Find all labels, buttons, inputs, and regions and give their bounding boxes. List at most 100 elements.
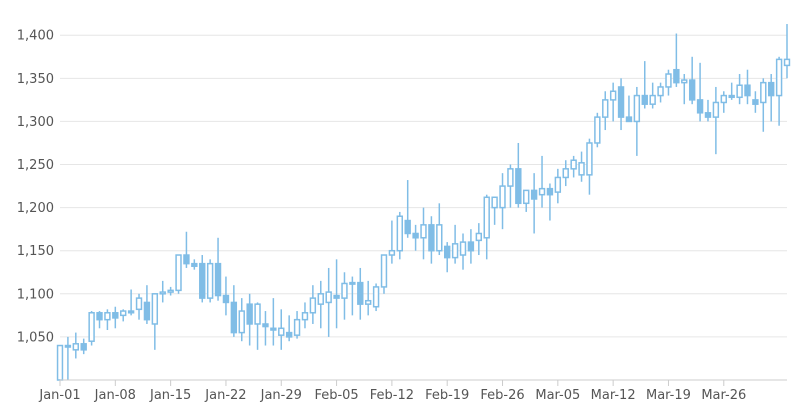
x-tick-label: Jan-29 [260, 388, 302, 403]
candle-body [728, 94, 735, 99]
candle-body [357, 281, 364, 305]
y-tick-label: 1,150 [17, 244, 54, 259]
candle [554, 168, 562, 204]
candle-body [586, 142, 593, 176]
candle [127, 289, 135, 316]
candle-body [412, 232, 419, 239]
candle [499, 173, 506, 230]
candle [309, 285, 317, 324]
candle-body [364, 299, 372, 305]
candle-body [183, 254, 190, 265]
candle-body [388, 249, 396, 256]
candle-body [175, 254, 182, 292]
candle-body [767, 81, 775, 97]
candle-body [720, 94, 727, 104]
candle [285, 315, 293, 342]
candle [696, 62, 704, 122]
candle [262, 311, 269, 346]
candle [341, 272, 348, 320]
candle-body [483, 196, 490, 239]
candle-body [649, 94, 656, 105]
candle-body [736, 84, 743, 99]
candle-body [278, 327, 285, 336]
x-tick-label: Mar-05 [535, 388, 580, 403]
candle-body [499, 185, 506, 209]
candle [633, 86, 641, 156]
candle-body [293, 318, 301, 336]
candle [760, 78, 767, 132]
candle-body [688, 79, 696, 101]
candle [372, 283, 380, 312]
candle-body [744, 84, 751, 97]
candle [641, 61, 648, 109]
candle-body [372, 286, 380, 308]
candle-body [380, 254, 388, 288]
candle [112, 306, 119, 329]
candle [317, 280, 324, 329]
candle-body [309, 297, 317, 314]
candles [56, 24, 791, 381]
candle-body [633, 94, 641, 123]
candle [515, 142, 522, 208]
x-tick-label: Mar-19 [646, 388, 691, 403]
candle-body [673, 68, 680, 84]
candle-body [254, 303, 261, 325]
candle-body [459, 241, 467, 256]
candle-body [120, 310, 127, 317]
candle-body [507, 168, 514, 187]
y-tick-label: 1,200 [17, 201, 54, 216]
candle-body [546, 187, 554, 196]
candle-body [341, 282, 348, 299]
candle [222, 276, 230, 316]
candle-body [760, 81, 767, 104]
x-axis: Jan-01 Jan-08 Jan-15 Jan-22 Jan-29 Feb-05 Feb-… [38, 379, 787, 403]
candle-body [420, 224, 427, 239]
candle [159, 280, 166, 303]
candle [364, 280, 372, 316]
y-tick-label: 1,350 [17, 72, 54, 87]
candle [380, 254, 388, 294]
candle-body [491, 196, 498, 209]
candle [538, 155, 546, 208]
candle-body [191, 262, 198, 267]
candle [333, 259, 340, 329]
candle [475, 223, 483, 256]
candle-body [206, 262, 214, 299]
candle [586, 138, 593, 195]
candle-body [602, 99, 609, 118]
candle-body [96, 312, 103, 321]
candle [143, 285, 151, 324]
candle-body [214, 262, 222, 297]
candle-body [64, 344, 72, 348]
candle-body [333, 294, 340, 299]
candle [467, 229, 475, 264]
candle [349, 276, 356, 316]
candle [712, 86, 720, 155]
candle [64, 336, 72, 380]
candle-body [199, 262, 206, 299]
y-tick-label: 1,300 [17, 115, 54, 130]
candle-body [538, 187, 546, 196]
candle [104, 309, 111, 331]
candle [80, 338, 87, 355]
candle-body [444, 245, 451, 259]
candle [214, 237, 222, 301]
candle-body [625, 116, 633, 123]
candle [135, 293, 143, 320]
candle-body [562, 168, 569, 179]
candle-body [475, 232, 483, 242]
candle-body [230, 301, 238, 334]
candle-body [681, 79, 688, 84]
candle-body [88, 312, 95, 342]
candle-body [696, 99, 704, 114]
candle-body [127, 310, 135, 314]
candle [96, 311, 103, 329]
candle [56, 344, 64, 381]
candle [783, 24, 791, 79]
candle [673, 33, 680, 87]
candle [420, 207, 427, 260]
candle-body [285, 331, 293, 338]
x-tick-label: Feb-12 [370, 388, 414, 403]
